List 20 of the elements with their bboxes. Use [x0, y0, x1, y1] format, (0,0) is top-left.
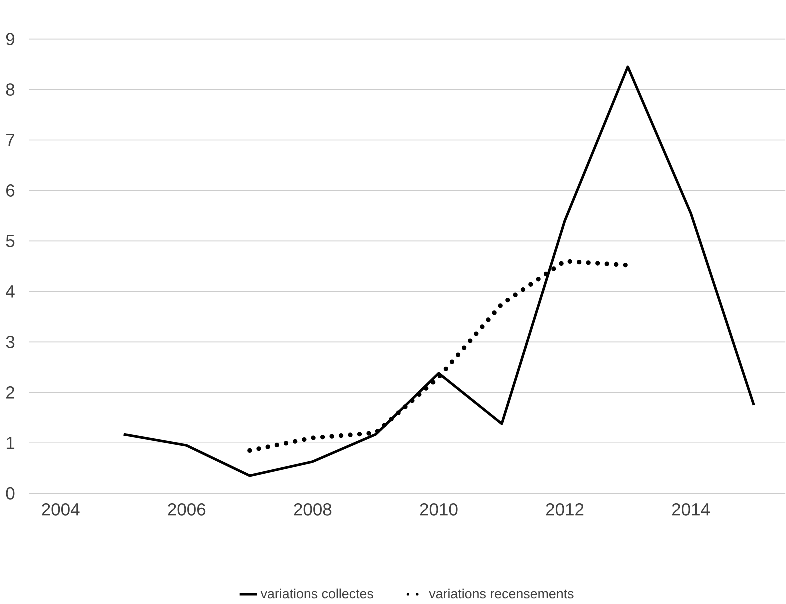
legend-label: variations recensements — [429, 588, 574, 599]
y-tick-label: 7 — [6, 134, 14, 146]
x-tick-label: 2010 — [420, 503, 458, 516]
y-tick-label: 6 — [6, 184, 15, 197]
x-tick-label: 2008 — [294, 503, 332, 516]
y-tick-label: 8 — [6, 83, 15, 96]
x-tick-label: 2006 — [168, 503, 206, 516]
x-tick-label: 2012 — [546, 503, 584, 516]
line-series — [122, 66, 756, 478]
x-tick-label: 2004 — [42, 503, 80, 516]
y-tick-label: 3 — [6, 336, 15, 348]
y-tick-label: 4 — [6, 286, 15, 298]
y-tick-label: 9 — [6, 32, 15, 46]
line-series — [248, 258, 630, 453]
x-tick-label: 2014 — [672, 503, 710, 516]
y-tick-label: 0 — [6, 487, 15, 500]
legend-label: variations collectes — [260, 588, 374, 599]
y-tick-label: 5 — [6, 235, 15, 248]
y-tick-label: 1 — [6, 437, 15, 450]
y-tick-label: 2 — [6, 386, 14, 399]
